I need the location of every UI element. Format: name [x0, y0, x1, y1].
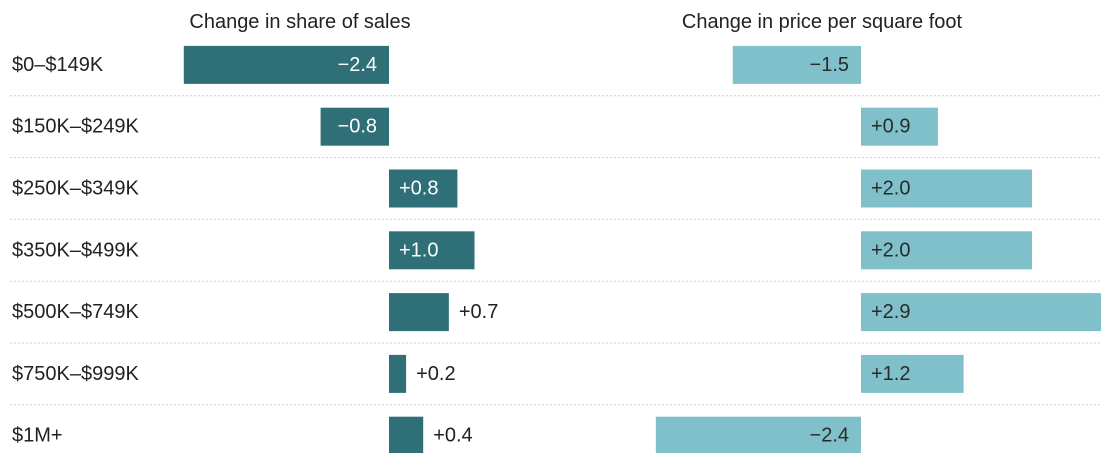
category-label: $750K–$999K	[12, 363, 139, 385]
category-label: $0–$149K	[12, 54, 104, 76]
bar	[861, 107, 938, 146]
value-label: +0.2	[416, 363, 455, 385]
value-label: +1.0	[399, 239, 438, 261]
bar	[732, 45, 861, 84]
bar	[320, 107, 389, 146]
category-label: $150K–$249K	[12, 116, 139, 138]
category-label: $1M+	[12, 425, 63, 447]
bar	[389, 293, 449, 332]
value-label: −2.4	[810, 425, 849, 447]
bar	[389, 354, 407, 393]
value-label: +0.8	[399, 178, 438, 200]
bar	[861, 293, 1101, 332]
value-label: −1.5	[810, 54, 849, 76]
bar	[861, 354, 964, 393]
category-label: $500K–$749K	[12, 301, 139, 323]
bar	[389, 169, 458, 208]
panel-title: Change in share of sales	[189, 11, 410, 33]
value-label: +0.7	[459, 301, 498, 323]
value-label: +2.0	[871, 178, 910, 200]
value-label: +1.2	[871, 363, 910, 385]
bar	[389, 231, 475, 270]
category-label: $250K–$349K	[12, 178, 139, 200]
category-label: $350K–$499K	[12, 239, 139, 261]
value-label: −0.8	[338, 116, 377, 138]
bar	[861, 169, 1032, 208]
bar	[655, 416, 861, 455]
value-label: −2.4	[338, 54, 377, 76]
value-label: +2.0	[871, 239, 910, 261]
bar	[861, 231, 1032, 270]
value-label: +2.9	[871, 301, 910, 323]
value-label: +0.4	[433, 425, 472, 447]
value-label: +0.9	[871, 116, 910, 138]
panel-title: Change in price per square foot	[682, 11, 963, 33]
bar	[389, 416, 424, 455]
bar	[183, 45, 389, 84]
